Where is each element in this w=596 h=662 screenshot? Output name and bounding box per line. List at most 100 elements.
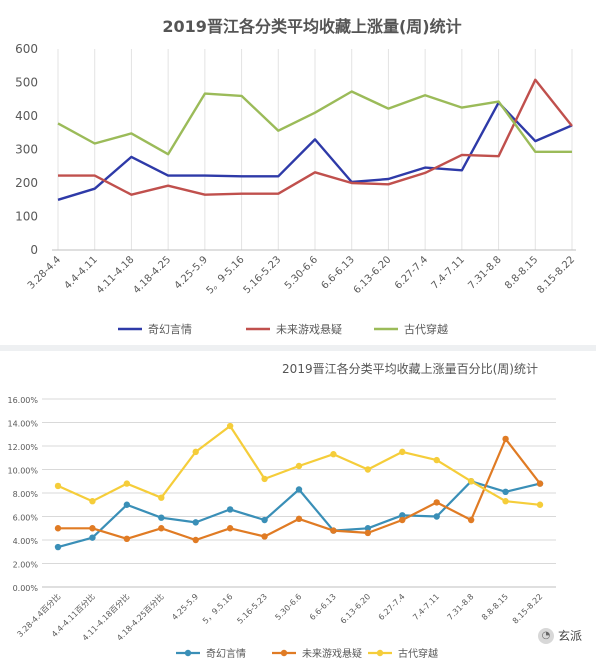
data-point [158, 525, 165, 532]
y-tick-label: 200 [15, 176, 38, 190]
x-tick-label: 4.11-4.18 [95, 254, 137, 296]
y-tick-label: 8.00% [13, 490, 39, 499]
data-point [89, 534, 96, 541]
data-point [502, 488, 509, 496]
x-tick-label: 6.6-6.13 [320, 254, 357, 291]
data-point [192, 448, 199, 456]
watermark-text: 玄派 [557, 629, 582, 643]
x-tick-label: 5.30-6.6 [273, 592, 303, 622]
data-point [226, 422, 234, 430]
data-point [192, 536, 199, 544]
x-tick-label: 7.4-7.11 [430, 254, 467, 291]
series-line-3 [57, 90, 572, 156]
x-tick-label: 8.15-8.22 [535, 254, 577, 296]
chart-weekly-favorites: 2019晋江各分类平均收藏上涨量(周)统计 0 100 200 300 400 500 600… [15, 17, 578, 336]
data-point [364, 525, 372, 532]
y-tick-label: 400 [15, 109, 38, 123]
data-point [226, 506, 234, 513]
x-tick-label: 6.27-7.4 [377, 592, 407, 622]
chart-title: 2019晋江各分类平均收藏上涨量百分比(周)统计 [282, 361, 538, 376]
data-point [89, 498, 96, 505]
x-tick-label: 7.31-8.8 [446, 592, 476, 622]
data-point [123, 535, 131, 543]
legend-label: 古代穿越 [398, 647, 438, 660]
y-tick-label: 12.00% [7, 443, 38, 452]
x-tick-label: 5。9-5.16 [205, 254, 247, 296]
data-point [330, 527, 337, 534]
legend-label: 未来游戏悬疑 [276, 323, 342, 336]
data-point [399, 512, 406, 519]
x-tick-label: 7.4-7.11 [411, 592, 441, 622]
data-point [364, 466, 372, 473]
y-tick-label: 500 [15, 76, 38, 90]
x-tick-label: 5，9.5.16 [201, 592, 235, 626]
y-tick-label: 10.00% [7, 467, 38, 476]
data-point [364, 529, 372, 537]
data-point [123, 480, 131, 487]
legend-label: 古代穿越 [404, 322, 448, 336]
data-point [54, 482, 62, 490]
x-tick-label: 8.15-8.22 [511, 592, 545, 626]
data-point [89, 525, 96, 532]
data-point [502, 498, 509, 505]
x-tick-label: 6.27-7.4 [393, 254, 430, 291]
data-point [330, 451, 337, 458]
chart-title: 2019晋江各分类平均收藏上涨量(周)统计 [162, 17, 461, 36]
data-point [295, 486, 303, 493]
y-tick-label: 2.00% [13, 561, 39, 570]
legend-marker [376, 649, 384, 657]
watermark: ◔ 玄派 [537, 627, 582, 644]
data-point [502, 435, 509, 443]
data-point [467, 478, 475, 485]
data-point [123, 501, 131, 508]
data-point [261, 475, 268, 483]
data-point [399, 516, 406, 524]
y-tick-label: 0.00% [13, 584, 39, 593]
x-tick-label: 5.16-5.23 [242, 254, 284, 296]
data-point [54, 525, 62, 532]
legend-label: 未来游戏悬疑 [302, 647, 362, 660]
legend-label: 奇幻言情 [148, 323, 192, 336]
y-tick-label: 0 [30, 243, 38, 257]
data-point [226, 525, 234, 532]
y-tick-label: 16.00% [7, 396, 38, 405]
data-point [54, 543, 62, 551]
x-tick-label: 6.6-6.13 [308, 592, 338, 622]
x-tick-label: 4.18-4.25 [131, 254, 173, 296]
x-tick-label: 5.30-6.6 [283, 254, 320, 291]
legend-label: 奇幻言情 [206, 647, 246, 660]
series-line-1 [57, 101, 573, 201]
data-point [295, 515, 303, 523]
data-point [399, 448, 406, 456]
y-tick-label: 600 [15, 42, 38, 56]
data-point [158, 494, 165, 501]
x-tick-label: 8.8-8.15 [480, 592, 510, 622]
x-tick-label: 3.28-4.4 [26, 254, 63, 291]
chart-weekly-favorites-percent: 2019晋江各分类平均收藏上涨量百分比(周)统计 0.00% 2.00% 4.00% 6… [0, 351, 596, 662]
data-point [433, 499, 440, 506]
chart-divider [0, 345, 596, 351]
x-tick-label: 4.25-5.9 [170, 592, 200, 622]
y-tick-label: 100 [15, 210, 38, 224]
x-tick-label: 4.25-5.9 [173, 254, 210, 291]
x-tick-label: 6.13-6.20 [339, 592, 373, 626]
data-point [467, 516, 475, 524]
data-point [433, 513, 440, 520]
data-point [295, 462, 303, 470]
data-point [158, 514, 165, 521]
x-tick-label: 7.31-8.8 [466, 254, 503, 291]
y-tick-label: 4.00% [13, 537, 39, 546]
x-tick-label: 8.8-8.15 [503, 254, 540, 291]
x-tick-label: 6.13-6.20 [352, 254, 394, 296]
y-tick-label: 300 [15, 143, 38, 157]
y-tick-label: 14.00% [7, 420, 38, 429]
data-point [261, 516, 268, 524]
legend-marker [280, 649, 288, 657]
legend-marker [184, 649, 192, 657]
data-point [536, 480, 544, 487]
x-tick-label: 5.16-5.23 [235, 592, 269, 626]
x-tick-label: 4.4-4.11 [63, 254, 100, 291]
data-point [536, 501, 544, 508]
series-line-2 [58, 78, 573, 196]
wechat-icon: ◔ [537, 627, 554, 644]
